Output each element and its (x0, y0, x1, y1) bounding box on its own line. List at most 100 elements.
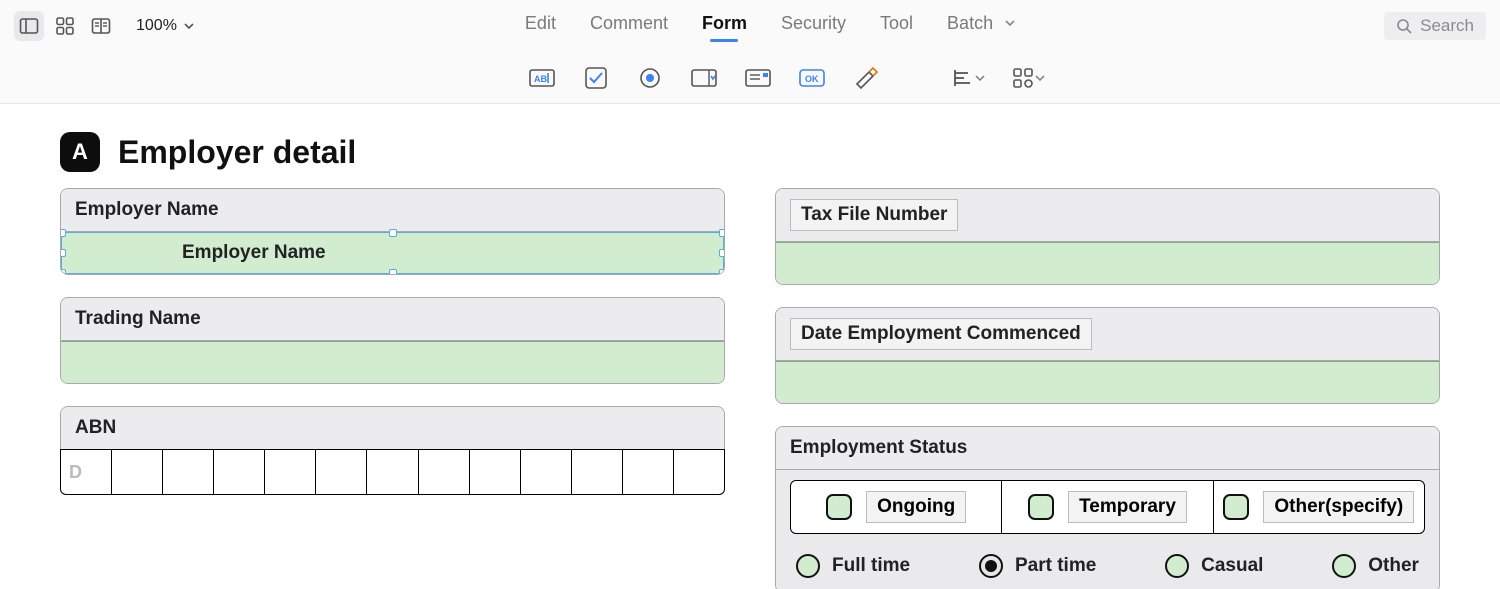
search-box[interactable]: Search (1384, 12, 1486, 40)
radio-icon[interactable] (1165, 554, 1189, 578)
selection-handle[interactable] (389, 229, 397, 237)
status-radio-casual[interactable]: Casual (1165, 554, 1263, 578)
status-check-label[interactable]: Temporary (1068, 491, 1187, 523)
employment-status-label: Employment Status (776, 427, 1439, 470)
abn-cell[interactable] (265, 450, 316, 494)
abn-cell[interactable] (367, 450, 418, 494)
chevron-down-icon (1004, 17, 1016, 29)
list-tool-icon[interactable] (744, 64, 772, 92)
status-radio-label: Casual (1201, 555, 1263, 577)
radio-icon[interactable] (1332, 554, 1356, 578)
grid-view-icon[interactable] (50, 11, 80, 41)
selection-handle[interactable] (60, 229, 66, 237)
employer-name-placeholder: Employer Name (182, 242, 326, 264)
trading-name-field[interactable] (61, 341, 724, 383)
menu-form[interactable]: Form (702, 13, 747, 40)
chevron-down-icon (183, 20, 195, 32)
selection-handle[interactable] (60, 249, 66, 257)
status-radio-other[interactable]: Other (1332, 554, 1419, 578)
selection-handle[interactable] (60, 269, 66, 275)
selection-handle[interactable] (719, 249, 725, 257)
zoom-label: 100% (136, 17, 177, 35)
employment-status-body: Ongoing Temporary Other(specify) Full time… (776, 470, 1439, 589)
trading-name-label: Trading Name (61, 298, 724, 341)
status-check-temporary[interactable]: Temporary (1002, 481, 1213, 533)
svg-text:OK: OK (805, 74, 819, 84)
status-check-label[interactable]: Other(specify) (1263, 491, 1414, 523)
abn-cell[interactable]: D (61, 450, 112, 494)
status-radio-part_time[interactable]: Part time (979, 554, 1096, 578)
form-columns: Employer Name Employer Name Trading Name (60, 188, 1440, 589)
svg-text:AB: AB (534, 74, 547, 84)
menu-edit[interactable]: Edit (525, 13, 556, 40)
text-field-tool-icon[interactable]: AB (528, 64, 556, 92)
chevron-down-icon (1034, 72, 1046, 84)
abn-cell[interactable] (470, 450, 521, 494)
checkbox-icon[interactable] (826, 494, 852, 520)
menu-security[interactable]: Security (781, 13, 846, 40)
menu-batch-label: Batch (947, 13, 993, 33)
employment-status-block: Employment Status Ongoing Temporary Other(… (775, 426, 1440, 589)
reader-view-icon[interactable] (86, 11, 116, 41)
chevron-down-icon (974, 72, 986, 84)
status-radio-full_time[interactable]: Full time (796, 554, 910, 578)
abn-block: ABN D (60, 406, 725, 495)
zoom-dropdown[interactable]: 100% (136, 17, 195, 35)
radio-icon[interactable] (796, 554, 820, 578)
employer-name-label: Employer Name (61, 189, 724, 232)
checkbox-icon[interactable] (1223, 494, 1249, 520)
abn-cell[interactable] (521, 450, 572, 494)
trading-name-block: Trading Name (60, 297, 725, 384)
menu-batch[interactable]: Batch (947, 13, 1016, 40)
align-tool-dropdown[interactable] (952, 67, 986, 89)
date-commenced-field[interactable] (776, 361, 1439, 403)
status-radio-label: Full time (832, 555, 910, 577)
abn-cell[interactable] (623, 450, 674, 494)
selection-handle[interactable] (719, 229, 725, 237)
date-commenced-label[interactable]: Date Employment Commenced (790, 318, 1092, 350)
checkbox-icon[interactable] (1028, 494, 1054, 520)
document-canvas: A Employer detail Employer Name Employer… (0, 104, 1500, 589)
date-commenced-block: Date Employment Commenced (775, 307, 1440, 404)
section-a-title: Employer detail (118, 134, 356, 171)
search-icon (1396, 18, 1412, 34)
checkbox-tool-icon[interactable] (582, 64, 610, 92)
status-check-other_specify[interactable]: Other(specify) (1214, 481, 1424, 533)
date-commenced-head: Date Employment Commenced (776, 308, 1439, 361)
tfn-label[interactable]: Tax File Number (790, 199, 958, 231)
search-placeholder: Search (1420, 16, 1474, 36)
abn-cell[interactable] (163, 450, 214, 494)
tfn-head: Tax File Number (776, 189, 1439, 242)
menu-bar: Edit Comment Form Security Tool Batch (525, 13, 1016, 40)
abn-cell[interactable] (419, 450, 470, 494)
radio-tool-icon[interactable] (636, 64, 664, 92)
selection-handle[interactable] (389, 269, 397, 275)
sidebar-toggle-icon[interactable] (14, 11, 44, 41)
distribute-tool-dropdown[interactable] (1012, 67, 1046, 89)
abn-cell[interactable] (316, 450, 367, 494)
tfn-field[interactable] (776, 242, 1439, 284)
employer-name-block: Employer Name Employer Name (60, 188, 725, 275)
left-column: Employer Name Employer Name Trading Name (60, 188, 725, 589)
status-check-row: Ongoing Temporary Other(specify) (790, 480, 1425, 534)
menu-tool[interactable]: Tool (880, 13, 913, 40)
form-tools-toolbar: AB OK (0, 52, 1500, 104)
status-check-label[interactable]: Ongoing (866, 491, 966, 523)
radio-icon[interactable] (979, 554, 1003, 578)
employer-name-field[interactable]: Employer Name (61, 232, 724, 274)
abn-cell[interactable] (112, 450, 163, 494)
selection-handle[interactable] (719, 269, 725, 275)
menu-comment[interactable]: Comment (590, 13, 668, 40)
abn-cells[interactable]: D (60, 449, 725, 495)
combo-tool-icon[interactable] (690, 64, 718, 92)
button-tool-icon[interactable]: OK (798, 64, 826, 92)
right-column: Tax File Number Date Employment Commence… (775, 188, 1440, 589)
section-a-header: A Employer detail (60, 132, 1440, 172)
abn-cell[interactable] (214, 450, 265, 494)
section-a-chip: A (60, 132, 100, 172)
sign-tool-icon[interactable] (852, 64, 880, 92)
status-check-ongoing[interactable]: Ongoing (791, 481, 1002, 533)
abn-cell[interactable] (572, 450, 623, 494)
abn-cell[interactable] (674, 450, 724, 494)
status-radio-label: Part time (1015, 555, 1096, 577)
